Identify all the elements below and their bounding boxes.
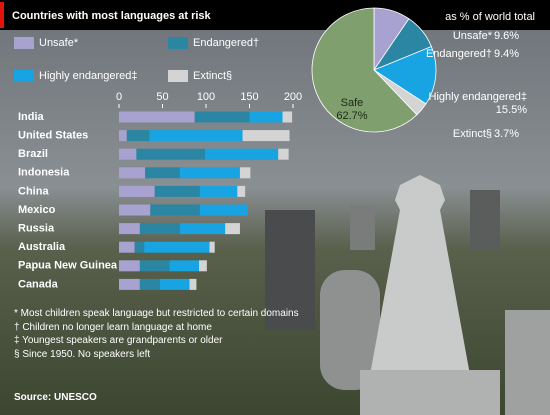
- pie-title: as % of world total: [445, 11, 535, 23]
- legend-label: Extinct§: [193, 70, 232, 82]
- footnote: † Children no longer learn language at h…: [14, 321, 212, 333]
- bar-segment: [150, 204, 200, 216]
- category-label: United States: [18, 130, 88, 142]
- category-label: Indonesia: [18, 167, 70, 179]
- legend-label: Unsafe*: [39, 37, 79, 49]
- bar-segment: [189, 278, 197, 290]
- pie-label: Extinct§: [453, 128, 492, 140]
- bar-segment: [237, 185, 246, 197]
- bar-segment: [119, 241, 135, 253]
- category-label: Australia: [18, 241, 66, 253]
- bar-segment: [249, 111, 283, 123]
- bar-segment: [154, 185, 200, 197]
- x-tick-label: 0: [116, 91, 122, 103]
- legend-swatch: [14, 70, 34, 82]
- notes: * Most children speak language but restr…: [14, 308, 299, 362]
- category-label: India: [18, 111, 45, 123]
- bar-segment: [119, 223, 140, 235]
- category-label: China: [18, 185, 49, 197]
- x-tick-label: 200: [284, 91, 302, 103]
- bar-segment: [194, 111, 250, 123]
- bar-segment: [119, 130, 127, 142]
- bar-segment: [119, 167, 146, 179]
- pie-label: Endangered†: [426, 48, 492, 60]
- category-label: Papua New Guinea: [18, 260, 118, 272]
- footnote: * Most children speak language but restr…: [14, 308, 299, 319]
- bar-segment: [199, 185, 238, 197]
- bar-segment: [209, 241, 215, 253]
- chart-title: Countries with most languages at risk: [12, 10, 212, 22]
- bar-segment: [119, 278, 140, 290]
- bar-segment: [119, 148, 137, 160]
- bar-segment: [119, 185, 155, 197]
- bar-segment: [119, 111, 195, 123]
- category-label: Mexico: [18, 204, 56, 216]
- pie-label: Highly endangered‡: [429, 91, 527, 103]
- pie-slice: [311, 7, 418, 133]
- legend-swatch: [168, 37, 188, 49]
- bar-segment: [225, 223, 240, 235]
- bar-segment: [119, 260, 140, 272]
- bar-segment: [278, 148, 289, 160]
- gravestones: [265, 175, 550, 415]
- bar-segment: [199, 204, 248, 216]
- bar-segment: [139, 278, 160, 290]
- bar-segment: [134, 241, 145, 253]
- bar-segment: [144, 241, 210, 253]
- x-tick-label: 50: [156, 91, 168, 103]
- legend-label: Endangered†: [193, 37, 259, 49]
- pie-value-label: 9.6%: [494, 30, 519, 42]
- category-label: Russia: [18, 223, 55, 235]
- pie-slice: [373, 46, 437, 105]
- source: Source: UNESCO: [14, 392, 97, 403]
- bar-segment: [149, 130, 243, 142]
- category-label: Canada: [18, 278, 59, 290]
- pie-label: Unsafe*: [453, 30, 493, 42]
- x-tick-label: 100: [197, 91, 215, 103]
- bar-segment: [242, 130, 290, 142]
- header-bar: [0, 0, 550, 30]
- bar-segment: [159, 278, 190, 290]
- bar-segment: [139, 260, 170, 272]
- legend-swatch: [168, 70, 188, 82]
- category-label: Brazil: [18, 148, 48, 160]
- bar-segment: [179, 167, 240, 179]
- bar-segment: [139, 223, 180, 235]
- pie-value-label: 62.7%: [336, 110, 367, 122]
- pie-value-label: 9.4%: [494, 48, 519, 60]
- bar-segment: [239, 167, 251, 179]
- bar-segment: [179, 223, 226, 235]
- bar-segment: [126, 130, 150, 142]
- pie-value-label: 15.5%: [496, 104, 527, 116]
- bar-segment: [145, 167, 180, 179]
- pie-label: Safe: [341, 97, 364, 109]
- bar-segment: [282, 111, 293, 123]
- bar-segment: [119, 204, 151, 216]
- bar-segment: [205, 148, 279, 160]
- legend-label: Highly endangered‡: [39, 70, 137, 82]
- bar-segment: [169, 260, 200, 272]
- bar-segment: [199, 260, 207, 272]
- header-accent: [0, 2, 4, 28]
- bar-segment: [136, 148, 206, 160]
- pie-value-label: 3.7%: [494, 128, 519, 140]
- legend-swatch: [14, 37, 34, 49]
- x-tick-label: 150: [240, 91, 258, 103]
- footnote: § Since 1950. No speakers left: [14, 348, 151, 360]
- footnote: ‡ Youngest speakers are grandparents or …: [14, 335, 223, 346]
